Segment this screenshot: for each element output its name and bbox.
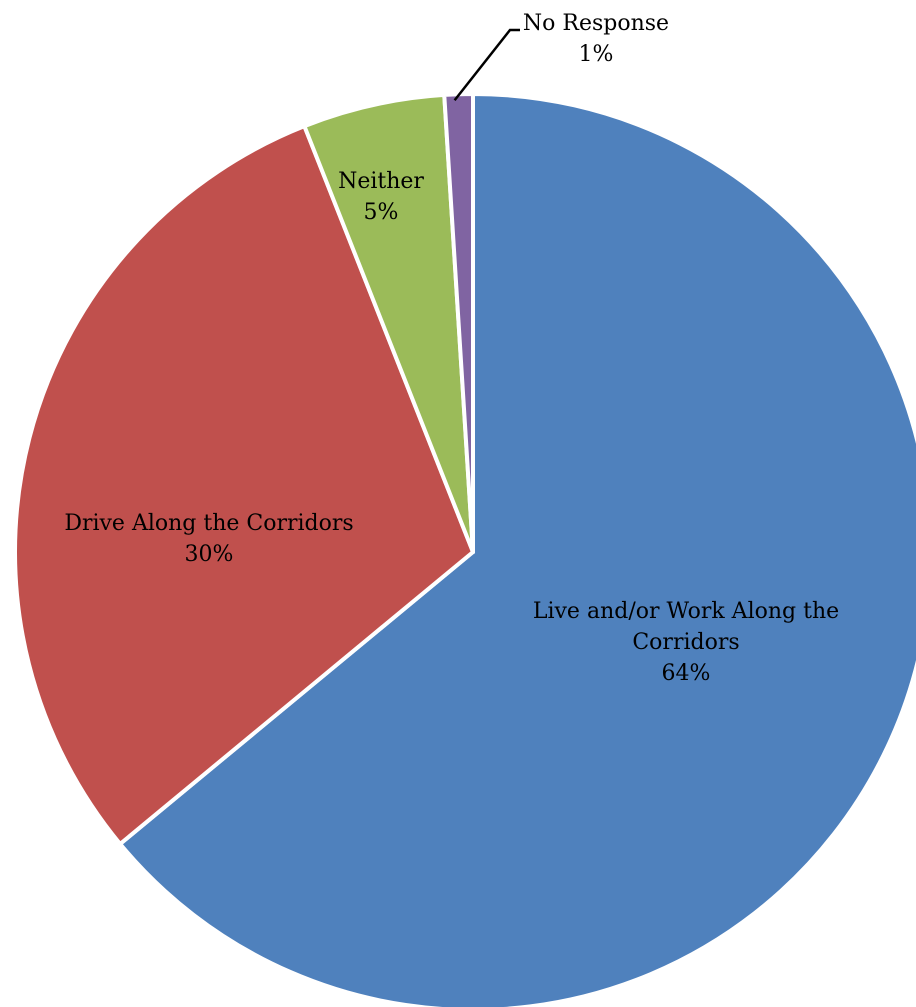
pie-slice-0 bbox=[118, 92, 916, 1007]
slice-name-label-2: Neither bbox=[338, 169, 424, 194]
slice-name-label-0: Corridors bbox=[632, 630, 739, 655]
slice-label-2: Neither 5% bbox=[338, 169, 424, 225]
slice-value-label-0: 64% bbox=[662, 661, 711, 686]
leader-line-no-response bbox=[453, 28, 520, 102]
slice-label-3: No Response 1% bbox=[523, 11, 669, 67]
slice-value-label-2: 5% bbox=[364, 200, 399, 225]
slice-label-1: Drive Along the Corridors 30% bbox=[64, 511, 353, 567]
slice-name-label-1: Drive Along the Corridors bbox=[64, 511, 353, 536]
slice-name-label-0: Live and/or Work Along the bbox=[533, 599, 839, 624]
leader-lines bbox=[453, 28, 520, 102]
pie-slices bbox=[13, 92, 916, 1007]
slice-value-label-3: 1% bbox=[579, 42, 614, 67]
pie-slice-2 bbox=[302, 92, 475, 554]
slice-value-label-1: 30% bbox=[185, 542, 234, 567]
pie-slice-1 bbox=[13, 124, 475, 846]
slice-labels: Live and/or Work Along the Corridors 64% Dr… bbox=[64, 11, 839, 686]
slice-label-0: Live and/or Work Along the Corridors 64% bbox=[533, 599, 839, 686]
slice-name-label-3: No Response bbox=[523, 11, 669, 36]
